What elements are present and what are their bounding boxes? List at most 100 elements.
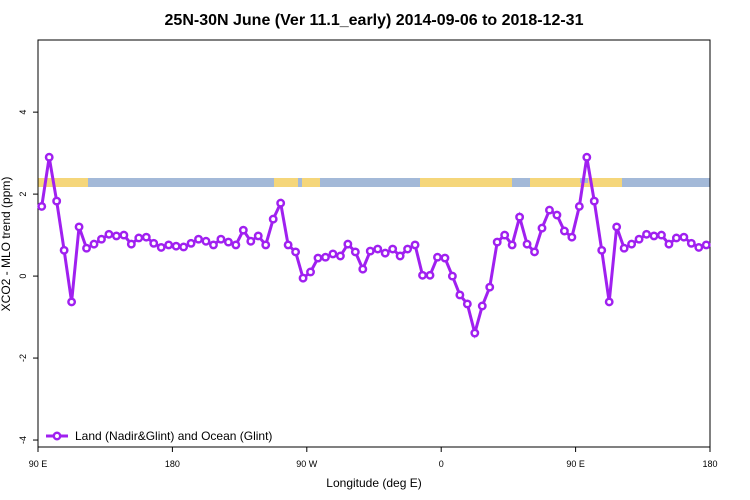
point — [89, 239, 99, 249]
point — [649, 231, 659, 241]
point — [298, 273, 308, 283]
point — [455, 290, 465, 300]
point — [492, 237, 502, 247]
point — [373, 244, 383, 254]
point — [574, 201, 584, 211]
point — [515, 212, 525, 222]
x-tick-label: 180 — [702, 459, 717, 469]
point — [149, 238, 159, 248]
point — [283, 240, 293, 250]
point — [664, 239, 674, 249]
point — [597, 245, 607, 255]
point — [231, 240, 241, 250]
point — [246, 236, 256, 246]
point — [350, 247, 360, 257]
point — [589, 196, 599, 206]
x-tick-label: 90 E — [566, 459, 585, 469]
point — [216, 234, 226, 244]
point — [276, 198, 286, 208]
y-tick-label: -2 — [18, 354, 28, 362]
x-tick-label: 180 — [165, 459, 180, 469]
point — [268, 214, 278, 224]
point — [447, 271, 457, 281]
point — [612, 222, 622, 232]
point — [500, 230, 510, 240]
point — [686, 238, 696, 248]
point — [201, 236, 211, 246]
point — [134, 233, 144, 243]
plot-frame — [37, 39, 711, 448]
legend-marker — [52, 431, 62, 441]
point — [313, 253, 323, 263]
point — [156, 242, 166, 252]
point — [380, 248, 390, 258]
point — [470, 328, 480, 338]
y-tick-label: 2 — [18, 192, 28, 197]
point — [582, 152, 592, 162]
y-tick-label: -4 — [18, 436, 28, 444]
y-axis-title: XCO2 - MLO trend (ppm) — [0, 177, 13, 312]
point — [694, 242, 704, 252]
land-ocean-strip — [38, 178, 710, 187]
point — [261, 240, 271, 250]
point — [634, 234, 644, 244]
y-tick-label: 0 — [18, 274, 28, 279]
point — [657, 230, 666, 240]
point — [410, 240, 420, 250]
point — [164, 240, 174, 250]
chart-title: 25N-30N June (Ver 11.1_early) 2014-09-06… — [165, 12, 584, 29]
point — [238, 225, 248, 235]
point — [141, 232, 151, 242]
point — [462, 299, 472, 309]
point — [179, 242, 189, 252]
point — [477, 301, 487, 311]
point — [186, 238, 196, 248]
point — [194, 234, 203, 244]
point — [82, 243, 91, 253]
point — [530, 247, 539, 257]
point — [552, 210, 562, 220]
x-tick-label: 90 W — [296, 459, 318, 469]
point — [395, 251, 405, 261]
point — [321, 252, 330, 262]
point — [59, 245, 69, 255]
point — [567, 232, 577, 242]
point — [104, 229, 114, 239]
point — [111, 231, 121, 241]
x-tick-label: 0 — [439, 459, 444, 469]
point — [67, 297, 77, 307]
point — [559, 226, 569, 236]
point — [343, 239, 353, 249]
point — [291, 247, 301, 257]
point — [223, 237, 233, 247]
x-axis-title: Longitude (deg E) — [326, 476, 421, 490]
point — [253, 231, 263, 241]
point — [335, 251, 345, 261]
point — [306, 267, 315, 277]
point — [97, 234, 106, 244]
point — [507, 240, 517, 250]
point — [44, 152, 54, 162]
point — [171, 241, 181, 251]
y-tick-label: 4 — [18, 110, 28, 115]
point — [433, 252, 442, 262]
x-tick-label: 90 E — [29, 459, 48, 469]
point — [365, 246, 375, 256]
point — [619, 243, 629, 253]
point — [440, 253, 450, 263]
point — [119, 230, 129, 240]
point — [485, 282, 495, 292]
point — [522, 239, 532, 249]
point — [328, 249, 338, 259]
point — [545, 205, 554, 215]
point — [52, 196, 62, 206]
point — [126, 239, 136, 249]
point — [425, 270, 435, 280]
point — [388, 244, 398, 254]
legend-label: Land (Nadir&Glint) and Ocean (Glint) — [75, 429, 272, 443]
point — [604, 297, 614, 307]
point — [209, 240, 218, 250]
point — [74, 222, 84, 232]
point — [642, 229, 651, 239]
